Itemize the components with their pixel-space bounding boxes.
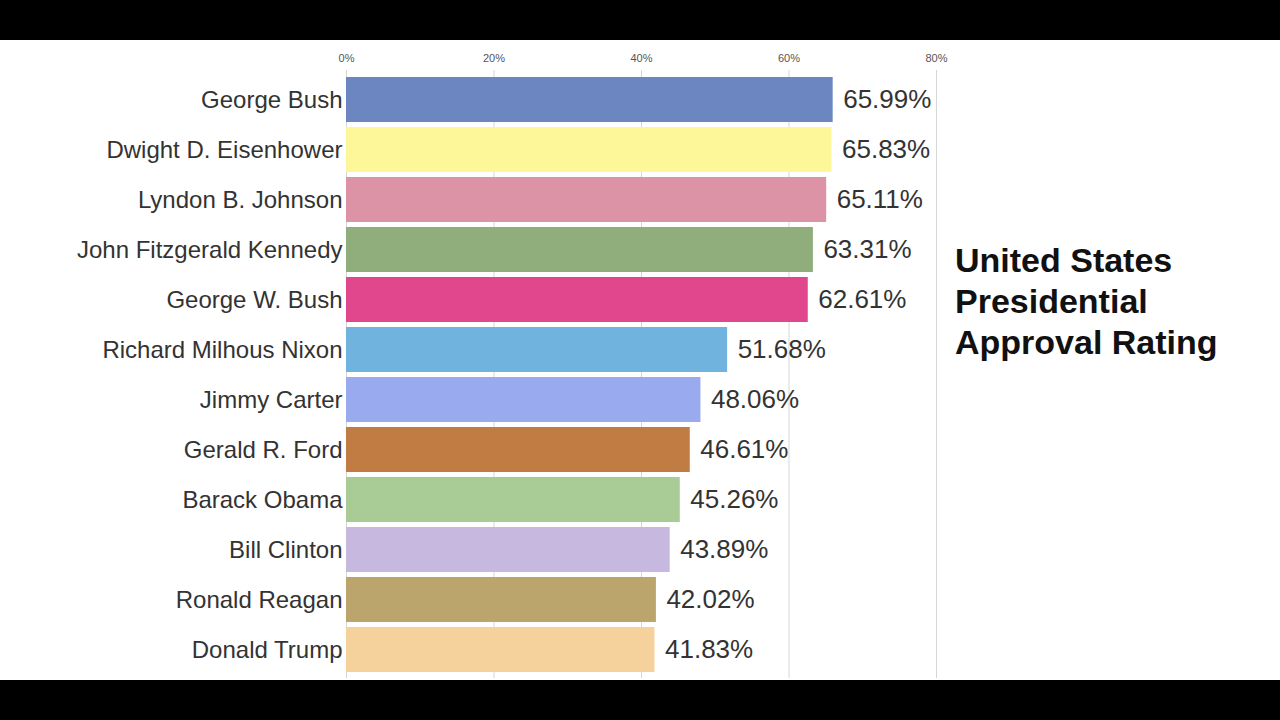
svg-text:80%: 80%: [925, 52, 947, 64]
svg-text:48.06%: 48.06%: [711, 384, 799, 414]
svg-text:George Bush: George Bush: [201, 86, 342, 113]
svg-text:41.83%: 41.83%: [665, 634, 753, 664]
svg-text:65.99%: 65.99%: [843, 84, 931, 114]
svg-text:65.83%: 65.83%: [842, 134, 930, 164]
svg-text:Donald Trump: Donald Trump: [192, 636, 343, 663]
svg-text:20%: 20%: [483, 52, 505, 64]
svg-text:51.68%: 51.68%: [738, 334, 826, 364]
svg-text:42.02%: 42.02%: [666, 584, 754, 614]
svg-text:62.61%: 62.61%: [818, 284, 906, 314]
svg-text:John Fitzgerald Kennedy: John Fitzgerald Kennedy: [77, 236, 343, 263]
svg-text:George W. Bush: George W. Bush: [166, 286, 342, 313]
svg-text:Gerald R. Ford: Gerald R. Ford: [184, 436, 343, 463]
svg-text:Bill Clinton: Bill Clinton: [229, 536, 342, 563]
svg-text:63.31%: 63.31%: [823, 234, 911, 264]
svg-text:Lyndon B. Johnson: Lyndon B. Johnson: [138, 186, 343, 213]
svg-text:Richard Milhous Nixon: Richard Milhous Nixon: [102, 336, 342, 363]
svg-text:65.11%: 65.11%: [837, 184, 923, 214]
svg-text:60%: 60%: [778, 52, 800, 64]
svg-text:40%: 40%: [630, 52, 652, 64]
svg-text:Dwight D. Eisenhower: Dwight D. Eisenhower: [106, 136, 342, 163]
html-text:United States Presidential App: United States Presidential Approval Rati…: [955, 241, 1218, 361]
svg-text:Barack Obama: Barack Obama: [182, 486, 343, 513]
svg-text:0%: 0%: [339, 52, 355, 64]
svg-text:Jimmy Carter: Jimmy Carter: [200, 386, 343, 413]
svg-text:46.61%: 46.61%: [700, 434, 788, 464]
svg-text:43.89%: 43.89%: [680, 534, 768, 564]
svg-text:Ronald Reagan: Ronald Reagan: [176, 586, 343, 613]
svg-text:45.26%: 45.26%: [690, 484, 778, 514]
